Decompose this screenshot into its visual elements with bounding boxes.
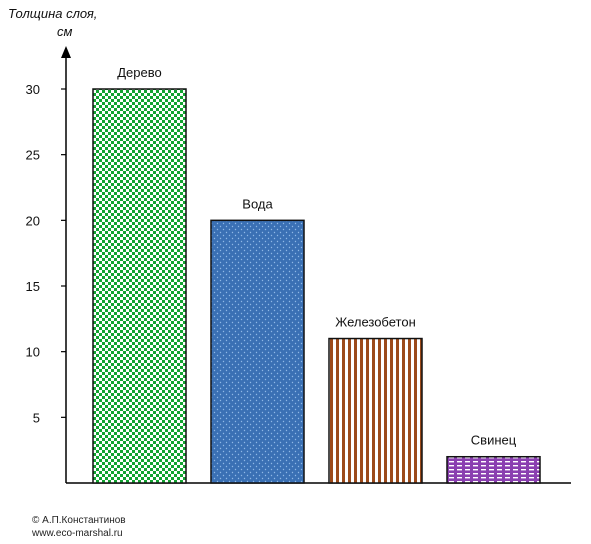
- y-axis-label-line2: см: [57, 24, 73, 39]
- bar-label: Дерево: [117, 65, 161, 80]
- y-tick-label: 5: [33, 410, 40, 425]
- bar-labels: Дерево Вода Железобетон Свинец: [117, 65, 516, 448]
- credit-author: © А.П.Константинов: [32, 515, 126, 526]
- bar: [328, 337, 423, 484]
- bar-label: Железобетон: [335, 315, 416, 330]
- y-tick-label: 15: [26, 279, 40, 294]
- y-tick-label: 25: [26, 148, 40, 163]
- y-tick-label: 10: [26, 345, 40, 360]
- bar: [210, 219, 305, 484]
- y-tick-label: 30: [26, 82, 40, 97]
- y-tick-label: 20: [26, 213, 40, 228]
- bar: [92, 88, 187, 484]
- bar-label: Вода: [242, 196, 273, 211]
- y-ticks: 5 10 15 20 25 30: [26, 82, 66, 425]
- y-axis-label-line1: Толщина слоя,: [8, 6, 98, 21]
- bar: [446, 455, 541, 484]
- bars: [92, 88, 541, 484]
- y-axis-arrow: [61, 46, 71, 58]
- credit-site[interactable]: www.eco-marshal.ru: [32, 528, 123, 539]
- bar-label: Свинец: [471, 433, 517, 448]
